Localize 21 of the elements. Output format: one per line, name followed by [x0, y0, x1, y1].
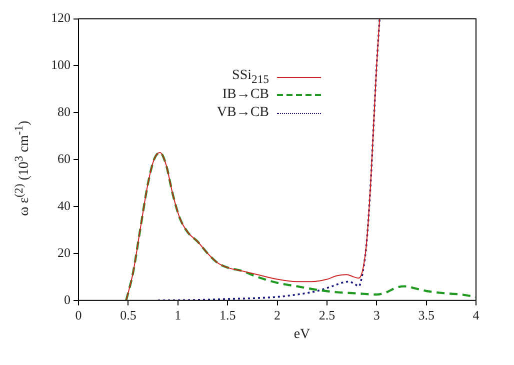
y-tick-label: 120 [51, 10, 70, 26]
legend-label: SSi$_{215}$ [232, 68, 269, 86]
legend-label: VB→CB [216, 105, 269, 121]
y-tick-label: 80 [58, 104, 70, 120]
y-tick-label: 40 [58, 198, 70, 213]
legend-label: IB→CB [222, 87, 269, 103]
line-series [125, 151, 476, 300]
x-axis-title: eV [292, 327, 312, 343]
y-tick-label: 0 [64, 292, 70, 307]
x-tick-label: 4 [472, 308, 480, 323]
x-tick-label: 2.5 [318, 308, 336, 323]
x-tick-label: 0 [75, 308, 82, 323]
x-tick-label: 3.5 [418, 308, 434, 323]
x-tick-label: 1 [174, 308, 182, 323]
x-tick-label: 2 [274, 308, 280, 323]
y-tick-label: 20 [58, 244, 70, 260]
x-tick-label: 3 [373, 308, 380, 323]
y-tick-label: 100 [51, 57, 70, 72]
x-tick-label: 0.5 [120, 308, 136, 323]
x-tick-label: 1.5 [219, 308, 236, 323]
y-tick-label: 60 [58, 151, 70, 166]
